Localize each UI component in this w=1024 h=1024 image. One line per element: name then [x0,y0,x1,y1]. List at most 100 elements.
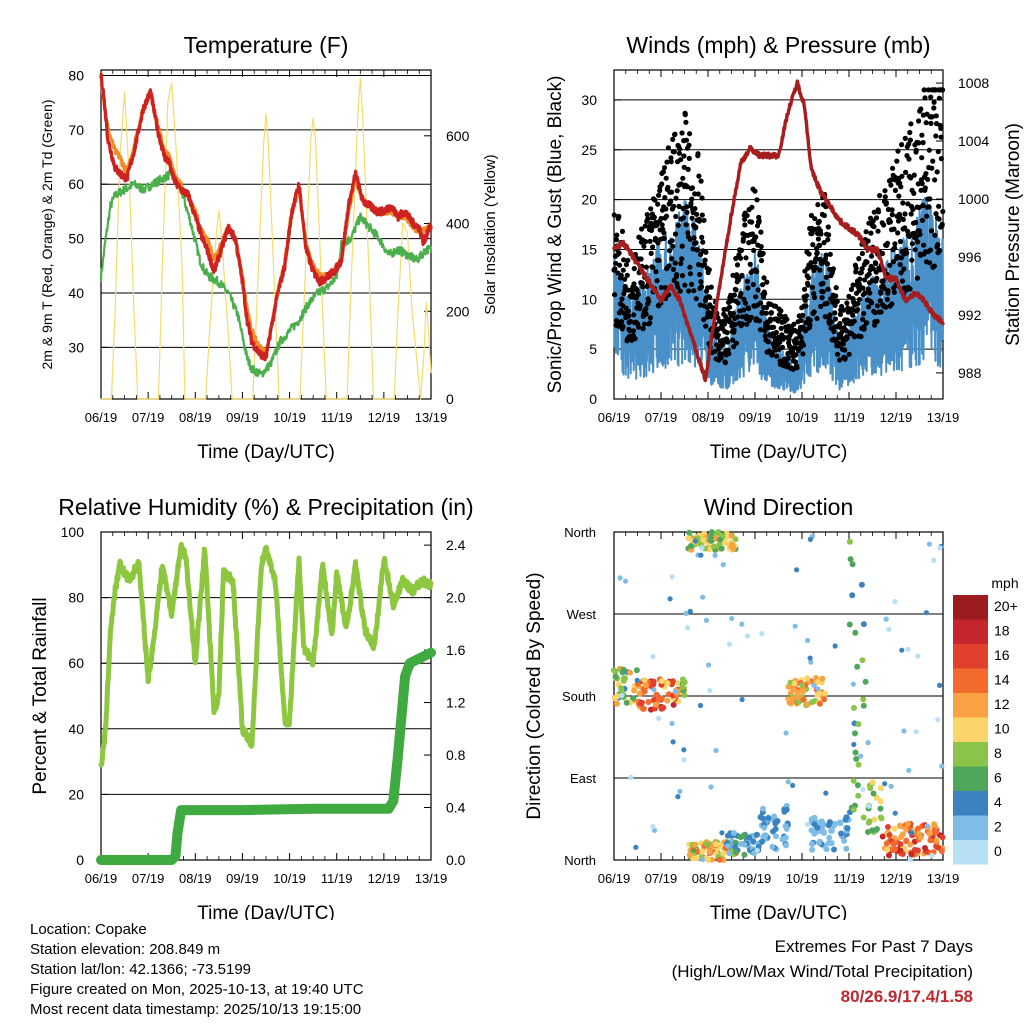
direction-point [706,848,713,855]
gust-point [902,211,908,217]
gust-point [857,296,863,303]
gust-point [855,300,861,307]
gust-point [661,165,668,171]
gust-point [670,136,676,142]
gust-point [762,328,768,334]
gust-point [887,219,894,225]
gust-point [811,291,817,297]
gust-point [727,304,733,310]
gust-point [887,262,893,268]
gust-point [933,133,939,139]
gust-point [919,155,925,161]
relative-humidity-line [98,541,434,768]
direction-x-label: Time (Day/UTC) [710,903,848,920]
direction-point [628,774,634,781]
direction-point [877,798,884,805]
gust-point [759,309,765,315]
gust-point [699,195,705,201]
direction-point [732,844,739,850]
gust-point [891,289,897,295]
gust-point [625,308,632,314]
colorbar-label: 8 [994,745,1002,761]
direction-point [869,779,876,786]
direction-title: Wind Direction [704,494,854,520]
gust-point [907,286,913,292]
direction-point [886,626,892,633]
gust-point [811,294,818,301]
gust-point [924,213,930,219]
gust-point [767,316,774,322]
gust-point [937,247,943,254]
gust-point [673,195,679,201]
gust-point [931,99,937,105]
temperature-y2-tick-label: 0 [446,391,454,407]
colorbar-swatch [953,717,988,742]
gust-point [939,221,945,227]
gust-point [814,315,820,322]
gust-point [897,262,903,268]
direction-point [653,691,660,698]
direction-point [717,536,724,543]
gust-point [749,204,755,210]
gust-point [701,261,708,267]
gust-point [733,287,739,293]
direction-point [816,839,822,846]
gust-point [815,202,821,208]
colorbar-swatch [953,742,988,767]
gust-point [618,272,624,278]
direction-point [681,747,687,753]
direction-point [841,837,848,844]
gust-point [744,278,751,284]
gust-point [747,261,753,267]
gust-point [708,284,714,290]
direction-point [636,690,643,697]
gust-point [818,231,824,237]
direction-x-tick-label: 09/19 [739,871,772,886]
direction-point [741,851,748,858]
gust-point [655,240,661,246]
gust-point [873,261,879,267]
winds-y2-tick-label: 992 [958,307,982,323]
direction-point [923,610,930,616]
gust-point [892,241,898,247]
gust-point [677,288,683,294]
direction-point [819,675,826,682]
colorbar-title: mph [991,575,1018,591]
gust-point [920,140,926,146]
gust-point [883,304,889,310]
temperature-y-label: 2m & 9m T (Red, Orange) & 2m Td (Green) [39,100,55,370]
gust-point [931,105,937,111]
gust-point [865,238,871,244]
figure-created: Figure created on Mon, 2025-10-13, at 19… [30,981,364,998]
gust-point [643,306,649,312]
direction-point [901,728,907,734]
gust-point [688,200,694,207]
gust-point [909,257,915,263]
gust-point [733,255,739,262]
direction-points [611,529,946,863]
direction-point [699,848,706,855]
direction-point [759,631,765,637]
direction-point [687,543,694,549]
gust-point [748,314,754,320]
gust-point [690,246,696,252]
direction-point [642,682,649,689]
winds-x-tick-label: 11/19 [833,410,865,425]
gust-point [809,284,816,291]
direction-point [664,680,671,687]
direction-point [729,615,735,622]
winds-y-tick-label: 25 [581,142,597,158]
gust-point [865,286,872,292]
direction-point [873,794,880,801]
direction-point [935,717,941,723]
direction-point [870,790,877,797]
gust-point [742,222,748,228]
humidity-x-tick-label: 09/19 [226,871,259,886]
gust-point [778,325,784,331]
direction-point [720,850,727,857]
direction-point [651,687,657,693]
gust-point [862,277,868,283]
winds-y-tick-label: 15 [581,241,597,257]
gust-point [859,266,865,272]
gust-point [730,310,736,317]
